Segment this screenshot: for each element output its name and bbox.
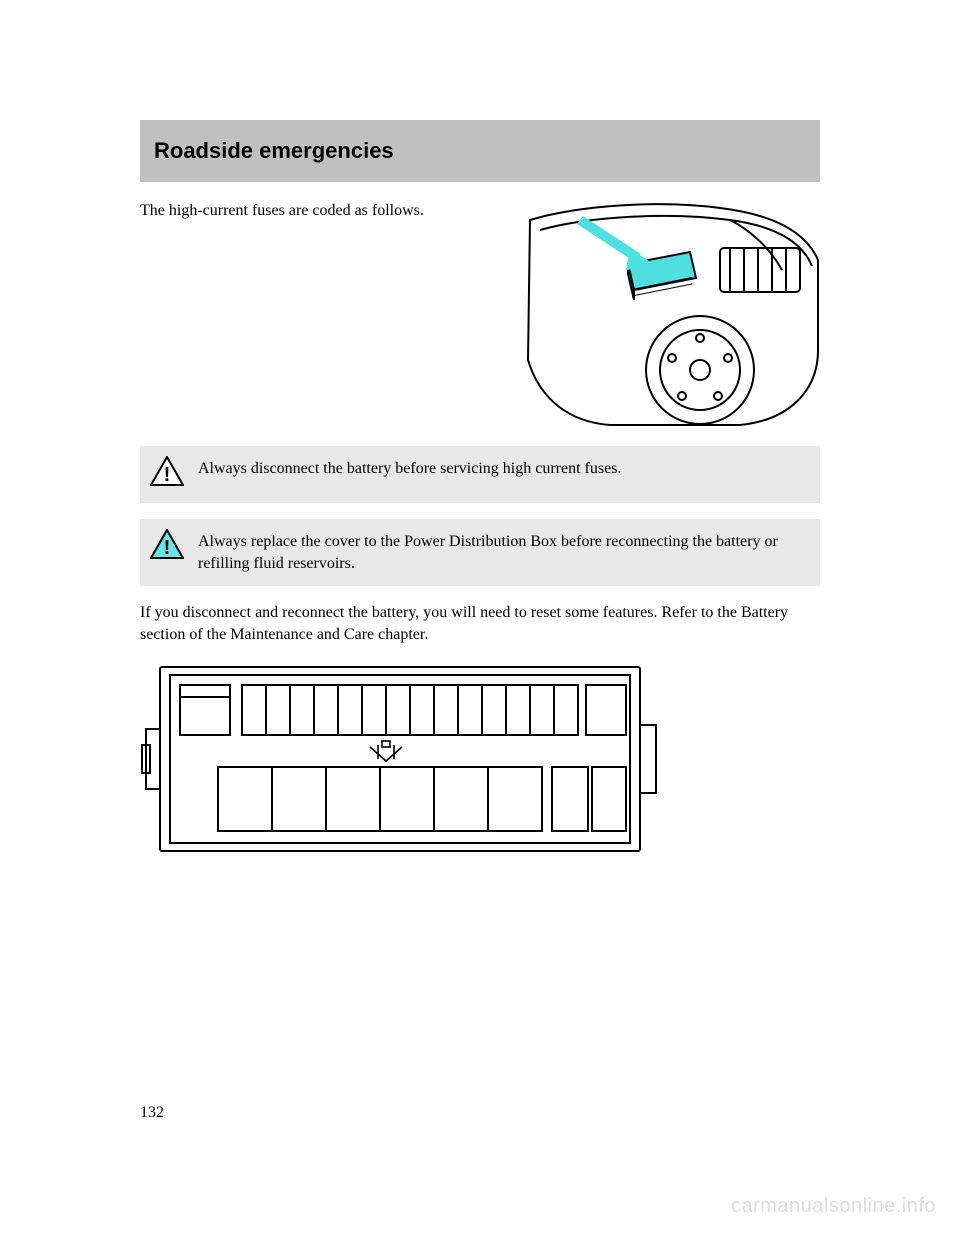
manual-page: Roadside emergencies The high-current fu…: [0, 0, 960, 1242]
warning-text-1: Always disconnect the battery before ser…: [198, 456, 621, 480]
body-paragraph: If you disconnect and reconnect the batt…: [140, 602, 820, 645]
fusebox-diagram: [140, 659, 820, 864]
warning-box-1: ! Always disconnect the battery before s…: [140, 446, 820, 503]
section-header: Roadside emergencies: [140, 120, 820, 182]
page-number: 132: [140, 1104, 164, 1122]
warning-icon: !: [150, 456, 184, 491]
watermark: carmanualsonline.info: [731, 1195, 936, 1218]
svg-text:!: !: [164, 464, 171, 486]
warning-text-2: Always replace the cover to the Power Di…: [198, 529, 808, 574]
warning-box-2: ! Always replace the cover to the Power …: [140, 519, 820, 586]
warning-icon: !: [150, 529, 184, 564]
svg-text:!: !: [164, 537, 171, 559]
top-row: The high-current fuses are coded as foll…: [140, 200, 820, 430]
intro-text: The high-current fuses are coded as foll…: [140, 200, 500, 222]
engine-illustration: [520, 200, 820, 430]
section-title: Roadside emergencies: [154, 138, 806, 164]
